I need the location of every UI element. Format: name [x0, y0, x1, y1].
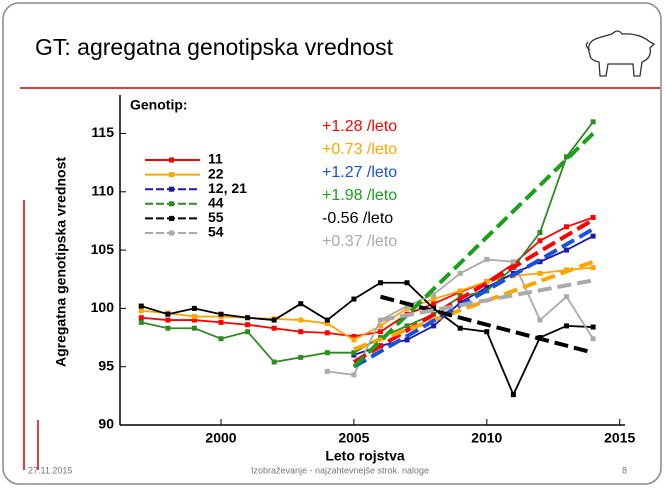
point-marker: [537, 230, 542, 235]
legend-marker: [169, 216, 174, 221]
point-marker: [564, 248, 569, 253]
page-number: 8: [622, 465, 627, 475]
point-marker: [351, 337, 356, 342]
legend-label: 44: [208, 195, 224, 211]
annotation: +1.98 /leto: [322, 187, 397, 204]
point-marker: [219, 336, 224, 341]
point-marker: [192, 314, 197, 319]
footer-text: Izobraževanje - najzahtevnejše strok. na…: [251, 465, 429, 475]
point-marker: [139, 304, 144, 309]
point-marker: [351, 350, 356, 355]
point-marker: [458, 271, 463, 276]
point-marker: [245, 329, 250, 334]
point-marker: [351, 297, 356, 302]
point-marker: [378, 280, 383, 285]
point-marker: [325, 350, 330, 355]
point-marker: [219, 320, 224, 325]
x-tick-label: 2005: [338, 430, 369, 446]
point-marker: [139, 308, 144, 313]
legend-label: 54: [208, 224, 224, 240]
annotation: +0.73 /leto: [322, 141, 397, 158]
point-marker: [484, 329, 489, 334]
point-marker: [298, 301, 303, 306]
point-marker: [192, 326, 197, 331]
point-marker: [378, 329, 383, 334]
legend-marker: [169, 172, 174, 177]
y-tick-label: 95: [98, 357, 114, 373]
point-marker: [537, 238, 542, 243]
y-tick-label: 100: [91, 299, 115, 315]
point-marker: [272, 318, 277, 323]
point-marker: [165, 326, 170, 331]
annotation: +1.28 /leto: [322, 118, 397, 135]
point-marker: [591, 215, 596, 220]
annotation: +1.27 /leto: [322, 164, 397, 181]
x-tick-label: 2015: [604, 430, 635, 446]
slide-title: GT: agregatna genotipska vrednost: [35, 34, 394, 60]
point-marker: [511, 392, 516, 397]
point-marker: [139, 315, 144, 320]
point-marker: [325, 318, 330, 323]
x-tick-label: 2000: [205, 430, 236, 446]
y-tick-label: 105: [91, 241, 115, 257]
legend-label: 11: [208, 151, 223, 167]
point-marker: [511, 259, 516, 264]
point-marker: [591, 325, 596, 330]
annotation: +0.37 /leto: [322, 233, 397, 250]
point-marker: [219, 312, 224, 317]
point-marker: [458, 326, 463, 331]
point-marker: [564, 224, 569, 229]
point-marker: [272, 360, 277, 365]
point-marker: [405, 280, 410, 285]
point-marker: [298, 355, 303, 360]
point-marker: [537, 271, 542, 276]
y-axis-label: Agregatna genotipska vrednost: [53, 157, 69, 367]
point-marker: [564, 294, 569, 299]
legend-label: 22: [208, 165, 224, 181]
point-marker: [192, 306, 197, 311]
point-marker: [245, 315, 250, 320]
point-marker: [165, 312, 170, 317]
point-marker: [431, 297, 436, 302]
point-marker: [298, 318, 303, 323]
y-tick-label: 115: [91, 124, 114, 140]
point-marker: [458, 288, 463, 293]
legend-marker: [169, 187, 174, 192]
point-marker: [591, 119, 596, 124]
point-marker: [325, 369, 330, 374]
point-marker: [351, 372, 356, 377]
y-tick-label: 90: [98, 416, 114, 432]
point-marker: [139, 320, 144, 325]
point-marker: [591, 265, 596, 270]
point-marker: [564, 323, 569, 328]
x-axis-label: Leto rojstva: [325, 448, 405, 464]
point-marker: [272, 326, 277, 331]
point-marker: [591, 336, 596, 341]
point-marker: [537, 318, 542, 323]
point-marker: [591, 234, 596, 239]
point-marker: [325, 330, 330, 335]
legend-title: Genotip:: [130, 97, 188, 113]
legend-label: 55: [208, 209, 224, 225]
slide: GT: agregatna genotipska vrednost 27.11.…: [0, 0, 665, 488]
point-marker: [298, 329, 303, 334]
y-tick-label: 110: [91, 182, 114, 198]
x-tick-label: 2010: [471, 430, 502, 446]
point-marker: [165, 318, 170, 323]
footer-date: 27.11.2015: [28, 465, 72, 475]
legend-label: 12, 21: [208, 180, 247, 196]
point-marker: [484, 257, 489, 262]
legend-marker: [169, 231, 174, 236]
point-marker: [245, 322, 250, 327]
legend-marker: [169, 158, 174, 163]
annotation: -0.56 /leto: [322, 210, 393, 227]
legend-marker: [169, 201, 174, 206]
